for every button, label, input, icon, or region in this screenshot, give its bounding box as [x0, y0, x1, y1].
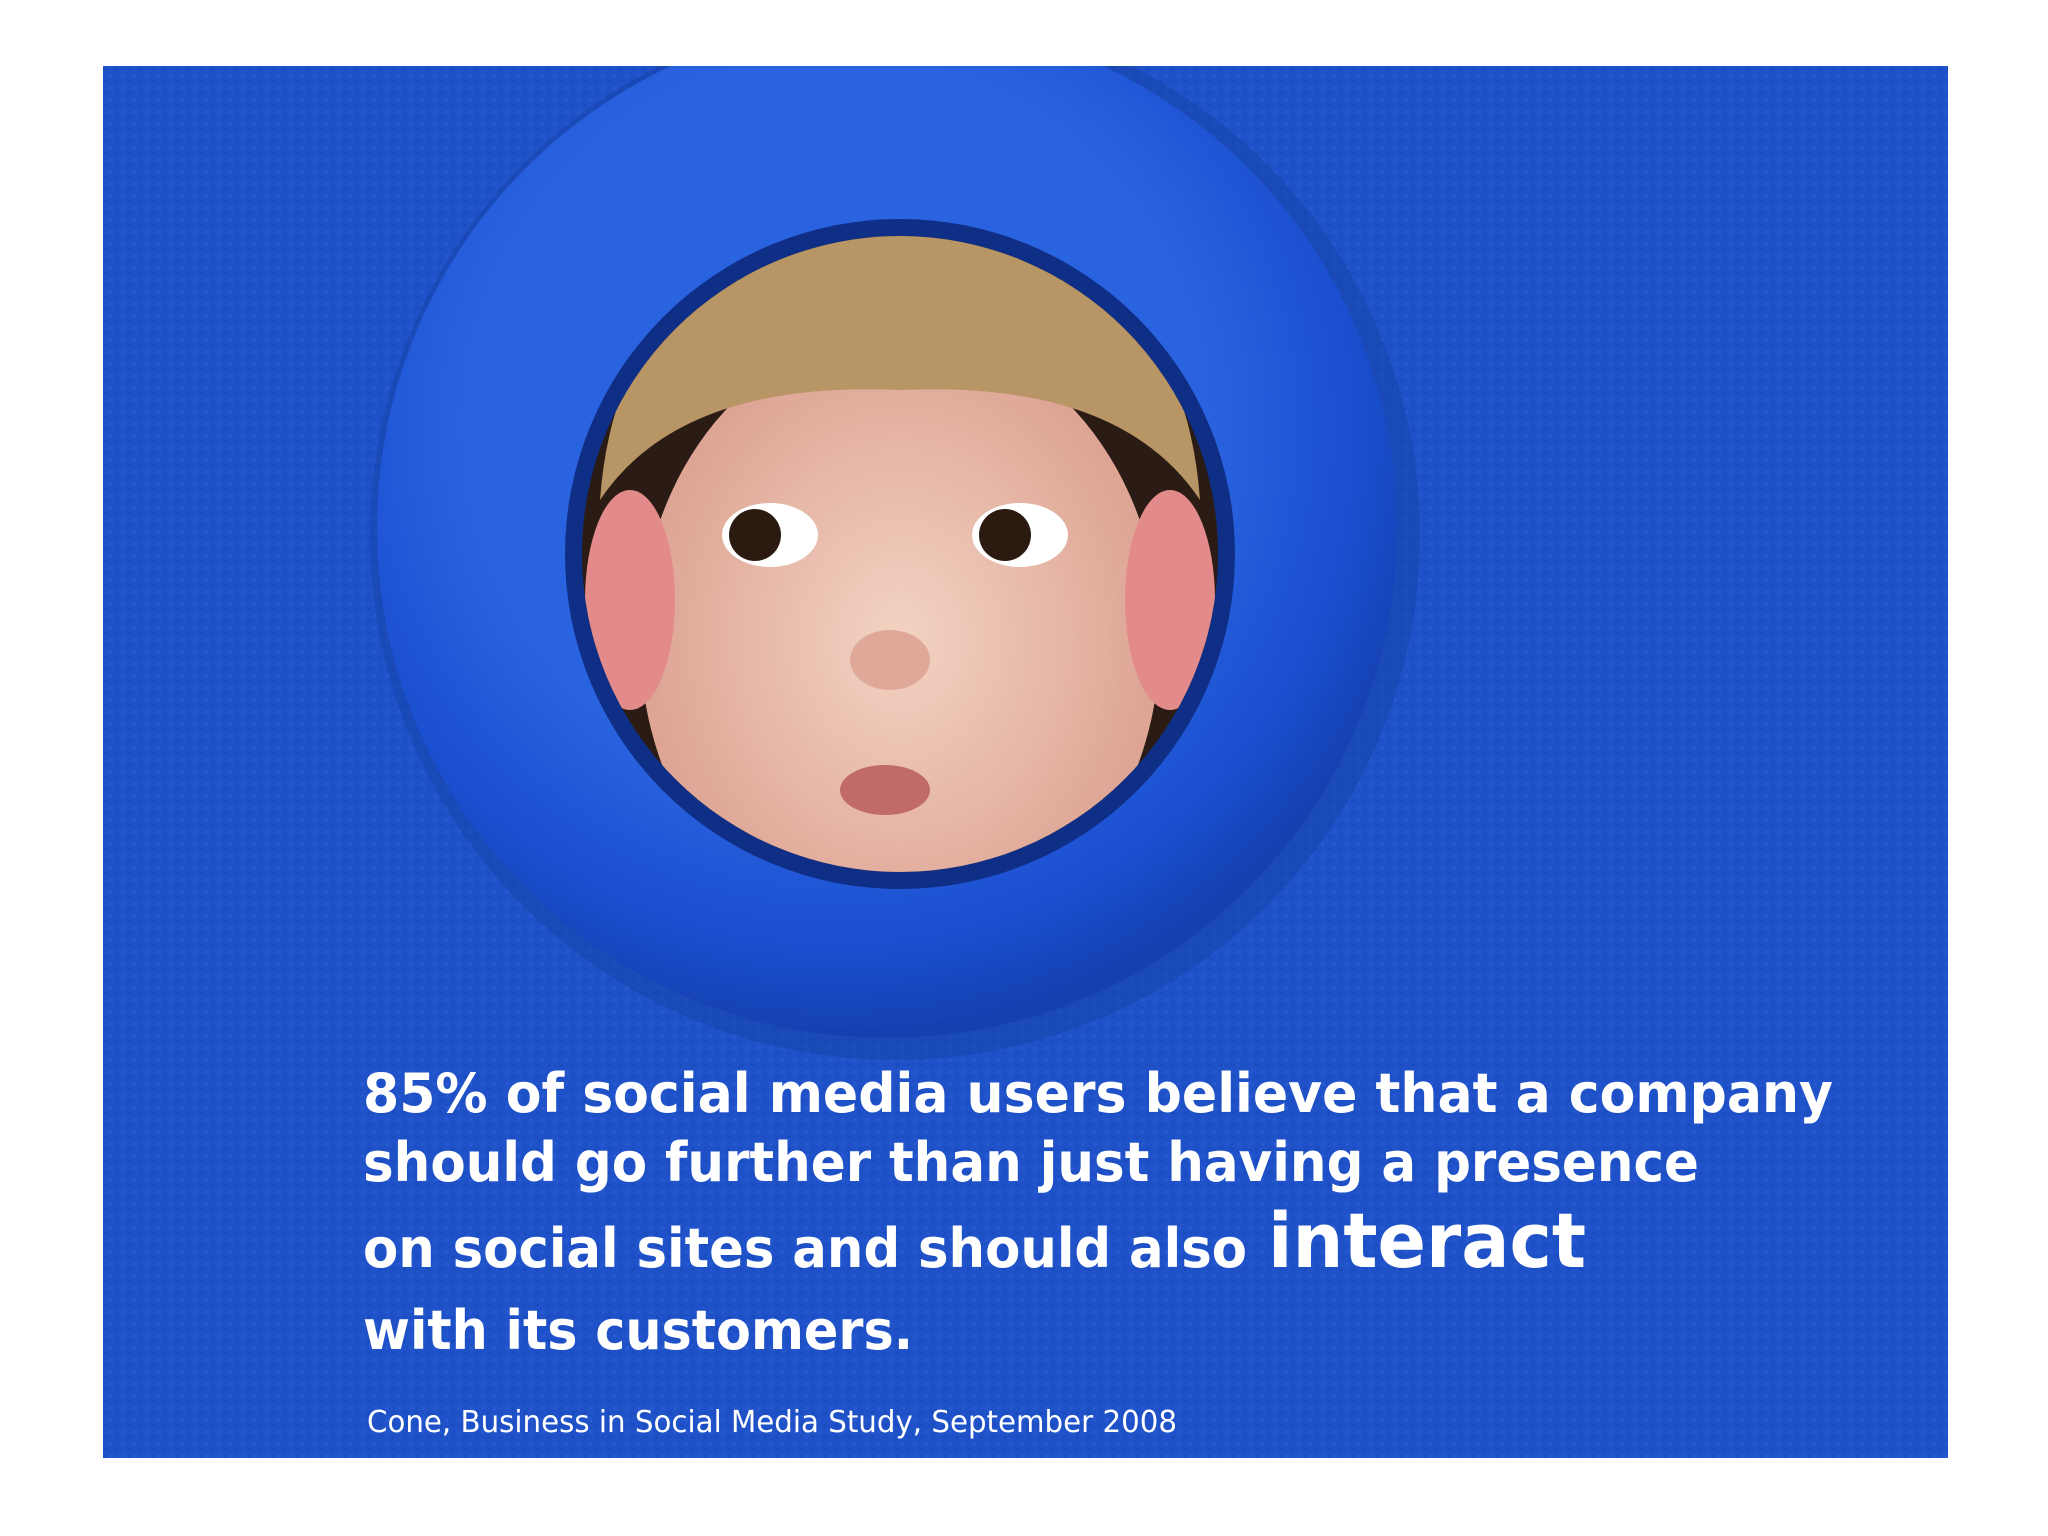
quote-line: with its customers.: [363, 1299, 913, 1362]
quote-line: should go further than just having a pre…: [363, 1131, 1699, 1194]
quote-line: on social sites and should also: [363, 1217, 1247, 1280]
source: Cone, Business in Social Media Study, Se…: [367, 1405, 1177, 1440]
child-face: [582, 236, 1218, 872]
quote-emphasis: interact: [1268, 1196, 1586, 1285]
photo: [103, 66, 1948, 1458]
quote-line: 85% of social media users believe that a…: [363, 1062, 1833, 1125]
